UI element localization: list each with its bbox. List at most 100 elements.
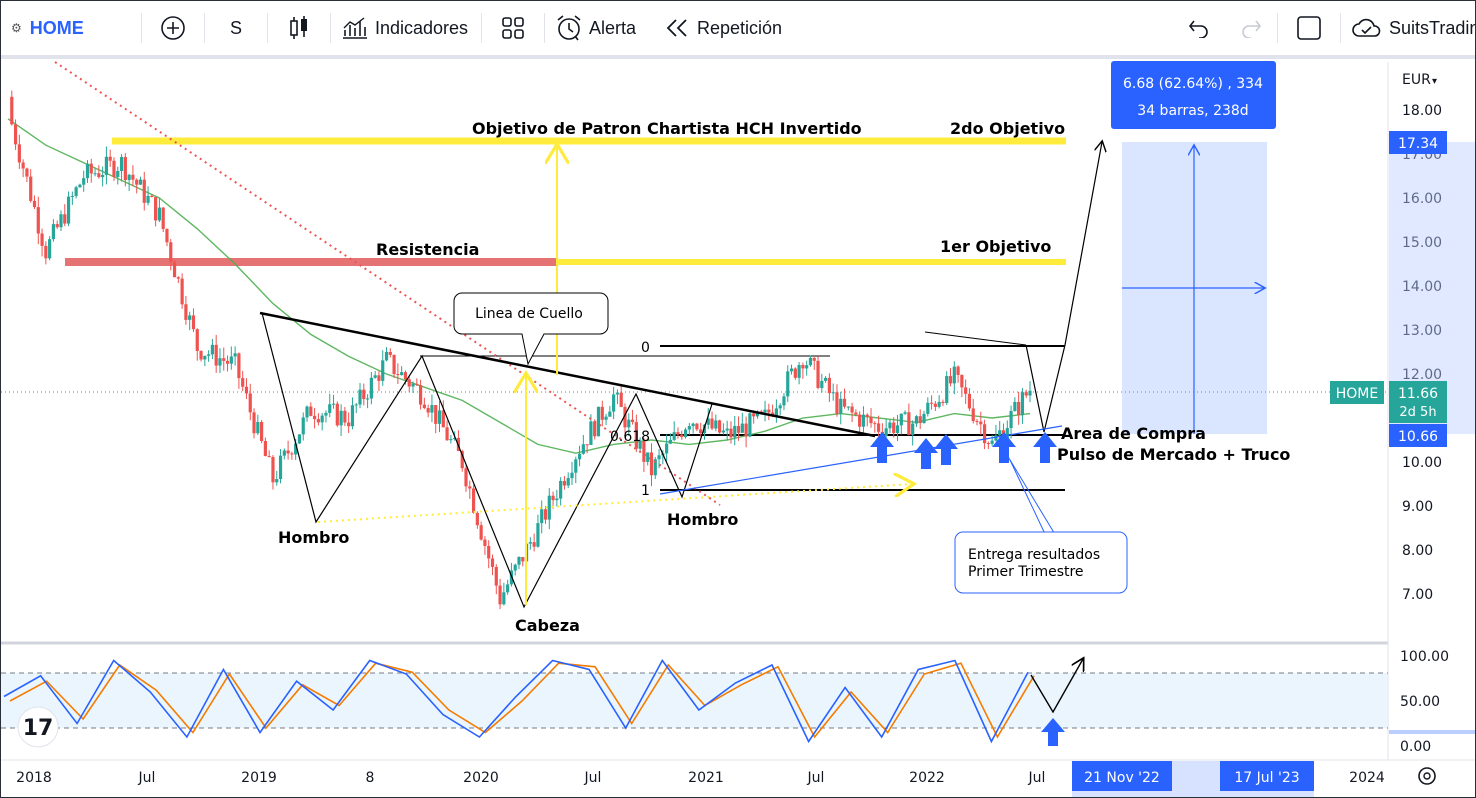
candle-body [169,242,173,262]
candle-body [929,402,934,404]
indicators-button[interactable]: Indicadores [331,1,481,55]
candle-body [846,406,850,408]
candle-body [146,195,150,203]
candle-body [736,425,741,433]
candle-body [172,261,177,278]
candle-body [437,410,442,424]
candle-body [835,392,839,414]
oscillator-band [1,673,1388,728]
earnings-line1: Entrega resultados [968,547,1100,563]
candle-body [596,406,601,437]
candle-body [559,480,563,499]
candle-body [74,187,78,196]
interval-button[interactable]: S [205,1,267,55]
candle-body [532,542,536,547]
candle-body [248,393,252,413]
pane-borders [1,62,1475,761]
candle-body [297,434,302,444]
candle-body [294,443,298,455]
candle-body [13,124,18,145]
descending-trendline [54,61,721,506]
candle-body [403,372,408,380]
callout-pointer-2 [1009,459,1047,537]
add-symbol-button[interactable] [142,1,204,55]
candle-body [343,410,347,423]
candle-body [771,412,775,416]
candle-body [210,344,214,355]
candle-body [748,413,752,437]
oscillator-pane [1,659,1388,746]
candle-body [191,315,196,330]
candle-body [816,360,820,388]
undo-button[interactable] [1173,1,1225,55]
candle-body [608,411,612,417]
candle-body [350,405,355,427]
fullscreen-button[interactable] [1278,1,1340,55]
oscillator-scale[interactable]: 100.00 50.00 0.00 [1400,649,1449,755]
candle-body [89,163,93,174]
candle-body [358,389,362,405]
candle-body [718,420,722,433]
candle-body [180,278,184,305]
settings-button[interactable] [1418,767,1436,785]
candle-body [85,163,90,179]
candle-body [634,422,638,449]
candle-body [267,456,271,458]
price-scale[interactable]: 18.0017.0016.0015.0014.0013.0012.0011.00… [1402,103,1442,603]
target-price-text: 17.34 [1398,136,1438,152]
candle-body [721,430,725,433]
toolbar-divider [481,13,482,43]
candle-body [222,358,226,361]
candle-body [176,277,180,279]
candle-body [759,411,763,413]
chart-type-button[interactable] [268,1,330,55]
gear-icon [1418,767,1436,785]
chart-annotations: Objetivo de Patron Chartista HCH Inverti… [278,119,1290,635]
earnings-line2: Primer Trimestre [968,564,1084,580]
redo-button[interactable] [1225,1,1277,55]
candle-body [464,468,468,487]
candle-body [956,366,960,375]
candle-body [725,428,729,431]
candle-body [1028,390,1032,396]
candle-body [17,144,21,163]
candle-body [400,372,404,376]
candle-body [487,545,491,559]
oscillator-d-line [9,662,1035,739]
candle-body [252,412,256,434]
time-axis[interactable]: 2018 Jul 2019 8 2020 Jul 2021 Jul 2022 Jul 2024 [16,770,1385,786]
candle-body [229,356,233,364]
tv-logo[interactable]: 𝟭7 [17,706,59,748]
shoulder-dotted-line [317,484,912,523]
symbol-search[interactable]: ⚙ HOME [1,1,141,55]
candle-body [123,157,127,181]
replay-button[interactable]: Repetición [655,1,805,55]
candle-body [384,351,389,361]
candle-body [430,405,434,413]
oscillator-k-line [3,659,1029,744]
candle-body [513,564,517,571]
candle-body [233,353,237,357]
layouts-button[interactable] [482,1,544,55]
oscillator-tick-label: 50.00 [1400,694,1440,710]
candle-body [827,377,831,394]
time-tick-label: Jul [584,770,602,786]
candle-body [422,404,426,409]
candle-body [536,523,540,547]
brand-button[interactable]: SuitsTradin [1341,1,1475,55]
candle-body [112,160,116,177]
time-tick-label: 2022 [909,770,945,786]
earnings-callout: Entrega resultados Primer Trimestre [954,531,1128,594]
rewind-icon [666,19,687,37]
candle-body [32,200,37,208]
candle-body [555,498,559,501]
candle-body [570,472,574,479]
time-tick-label: 2024 [1349,770,1385,786]
candle-body [244,386,249,394]
candle-body [589,421,593,445]
candle-body [733,425,737,438]
candle-body [918,416,922,424]
price-scale-header[interactable]: EUR ▾ [1402,72,1437,88]
alert-button[interactable]: Alerta [545,1,655,55]
